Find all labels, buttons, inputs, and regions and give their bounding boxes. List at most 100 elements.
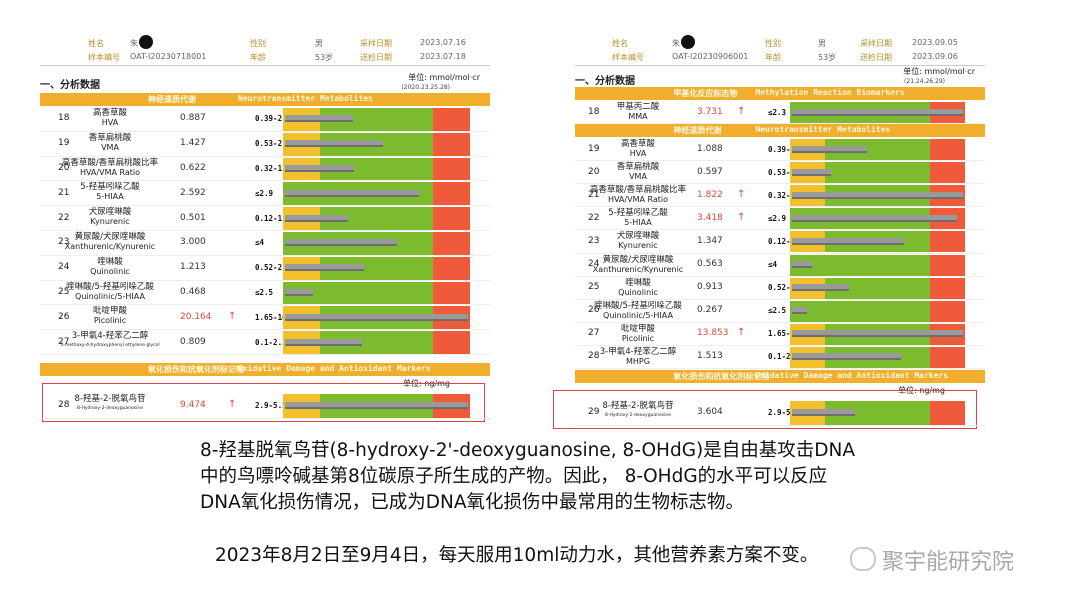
name-cn: 5-羟基吲哚乙酸 — [80, 182, 140, 193]
header-label: 采样日期 — [860, 39, 892, 48]
row-name: 高香草酸/香草扁桃酸比率 HVA/VMA Ratio — [50, 158, 170, 178]
value-bar — [792, 284, 849, 292]
header-value: OAT-I20230906001 — [672, 52, 749, 61]
header-label: 姓名 — [612, 39, 628, 48]
row-value: 3.000 — [180, 237, 206, 248]
name-cn: 3-甲氧4-羟苯乙二醇 — [599, 346, 677, 357]
row-name: 高香草酸/香草扁桃酸比率 HVA/VMA Ratio — [578, 185, 698, 205]
name-en: HVA — [629, 149, 647, 158]
value-bar — [285, 288, 313, 296]
code: (2020.23.25.28) — [401, 84, 450, 91]
row-value: 20.164 — [180, 311, 212, 322]
value-bar — [792, 307, 807, 315]
row-range: 0.32-1.4 — [768, 190, 805, 200]
value-bar — [792, 261, 812, 269]
name-cn: 8-羟基-2-脱氧鸟苷 — [74, 394, 146, 404]
name-en: Quinolinic — [618, 287, 658, 297]
name-en: Xanthurenic/Kynurenic — [64, 242, 156, 251]
name-cn: 黄尿酸/犬尿喹啉酸 — [602, 254, 674, 265]
value-bar — [792, 214, 957, 222]
caption-line: DNA氧化损伤情况，已成为DNA氧化损伤中最常用的生物标志物。 — [200, 492, 744, 513]
zone-normal — [283, 281, 433, 305]
row-name: 高香草酸 HVA — [578, 139, 698, 159]
row-name: 甲基丙二酸 MMA — [578, 102, 698, 122]
code: (21.24.26.29) — [904, 78, 945, 85]
row-name: 喹啉酸 Quinolinic — [578, 278, 698, 298]
value-bar — [792, 237, 904, 245]
row-number: 18 — [58, 113, 70, 124]
row-value: 1.213 — [180, 262, 206, 273]
row-flag: ↑ — [737, 327, 746, 339]
row-rule — [575, 183, 985, 185]
section-band: 神经递质代谢 Neurotransmitter Metabolites — [575, 124, 985, 137]
header-value: 男 — [818, 39, 826, 48]
scale-bar — [790, 300, 965, 322]
row-value: 0.809 — [180, 336, 206, 347]
row-rule — [40, 329, 490, 331]
row-rule — [575, 344, 985, 346]
row-range: 0.12-1.8 — [255, 213, 292, 223]
row-range: ≤2.5 — [255, 288, 274, 297]
section-band: 氧化损伤和抗氧化剂标记物 Oxidative Damage and Antioxi… — [40, 363, 490, 376]
caption-line: 8-羟基脱氧鸟苷(8-hydroxy-2'-deoxyguanosine, 8-… — [200, 440, 855, 461]
row-name: 犬尿喹啉酸 Kynurenic — [50, 207, 170, 227]
row-rule — [575, 252, 985, 254]
row-value: 1.822 — [697, 189, 723, 200]
zone-normal — [825, 139, 930, 161]
row-number: 27 — [588, 328, 600, 339]
band-title-en: Neurotransmitter Metabolites — [755, 125, 891, 134]
scale-bar — [790, 401, 965, 425]
scale-bar — [790, 346, 965, 368]
zone-normal — [825, 162, 930, 184]
value-bar — [285, 402, 468, 409]
watermark-icon — [850, 547, 876, 571]
section-band: 神经递质代谢 Neurotransmitter Metabolites — [40, 93, 490, 106]
name-cn: 喹啉酸/5-羟基吲哚乙酸 — [594, 300, 682, 311]
header-value: 2023.07.18 — [420, 52, 466, 61]
header-value: 男 — [315, 39, 323, 48]
scale-bar — [790, 323, 965, 345]
row-value: 9.474 — [180, 400, 206, 410]
name-cn: 喹啉酸 — [625, 277, 651, 288]
row-rule — [575, 229, 985, 231]
row-value: 3.731 — [697, 106, 723, 117]
band-title-en: Neurotransmitter Metabolites — [238, 94, 373, 103]
scale-bar — [790, 102, 965, 123]
name-cn: 高香草酸 — [620, 139, 655, 149]
row-flag: ↑ — [228, 310, 237, 322]
row-range: 2.9-5.5 — [255, 401, 287, 410]
name-cn: 喹啉酸/5-羟基吲哚乙酸 — [66, 281, 154, 292]
row-number: 27 — [58, 336, 70, 347]
header-value: 2023.09.05 — [912, 38, 958, 47]
row-number: 26 — [588, 305, 600, 316]
row-number: 19 — [588, 143, 600, 154]
band-title-en: Methylation Reaction Biomarkers — [755, 88, 905, 97]
row-range: 0.1-2.1 — [255, 337, 287, 347]
header-value: 2023.09.06 — [912, 52, 958, 61]
row-value: 0.913 — [697, 282, 723, 293]
scale-bar — [283, 281, 470, 305]
row-number: 20 — [58, 163, 70, 173]
band-title-en: Oxidative Damage and Antioxidant Markers — [238, 364, 431, 373]
header-label: 姓名 — [88, 39, 104, 48]
scale-bar — [283, 331, 470, 354]
name-en: HVA — [101, 118, 119, 127]
row-number: 19 — [58, 138, 70, 149]
scale-bar — [283, 306, 470, 330]
watermark: 聚宇能研究院 — [882, 550, 1015, 575]
row-name: 喹啉酸/5-羟基吲哚乙酸 Quinolinic/5-HIAA — [578, 301, 698, 321]
row-name: 香草扁桃酸 VMA — [578, 162, 698, 182]
section-title: 一、分析数据 — [575, 76, 635, 87]
row-number: 21 — [58, 187, 70, 198]
scale-bar — [283, 232, 470, 255]
name-cn: 香草扁桃酸 — [616, 162, 660, 173]
name-en: 5-HIAA — [624, 218, 652, 228]
row-name: 黄尿酸/犬尿喹啉酸 Xanthurenic/Kynurenic — [578, 255, 698, 275]
row-name: 3-甲氧4-羟苯乙二醇 3-methoxy-4-hydroxyphenyl eth… — [50, 331, 170, 351]
row-number: 23 — [58, 237, 70, 248]
header-rule — [40, 65, 490, 66]
value-bar — [285, 164, 354, 172]
band-title-cn: 氧化损伤和抗氧化剂标记物 — [148, 365, 244, 374]
value-bar — [792, 191, 963, 199]
